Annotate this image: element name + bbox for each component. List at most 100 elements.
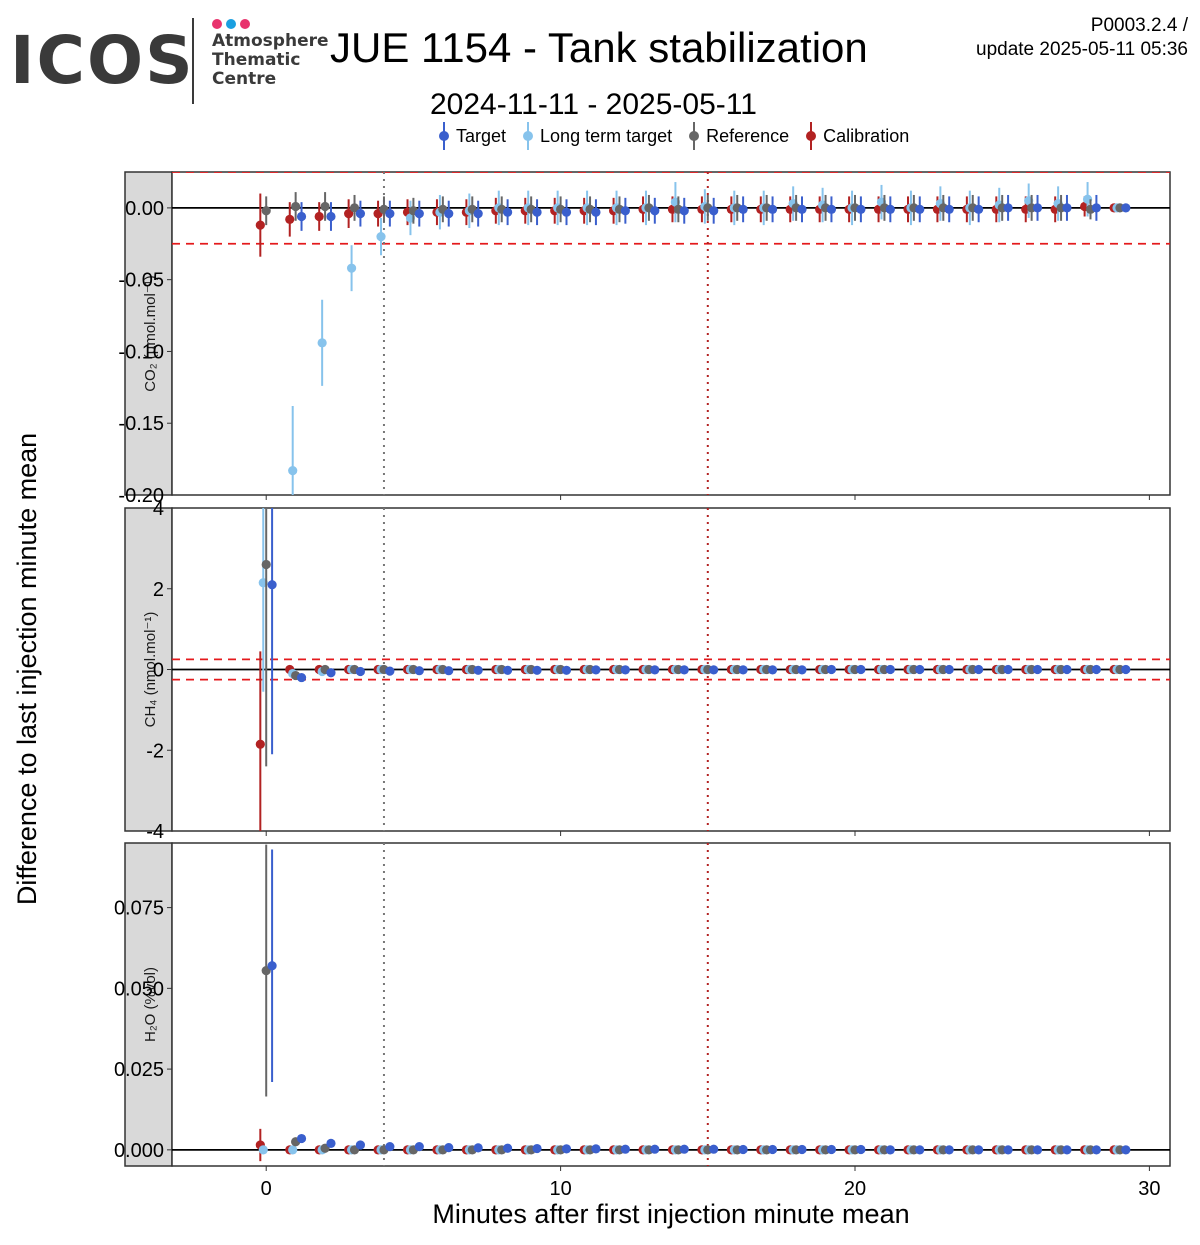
facet-strip-label-0: CO₂ (µmol.mol⁻¹) [142, 275, 159, 392]
data-point-target-1-12 [620, 665, 630, 675]
logo-line-centre: Centre [212, 69, 277, 89]
data-point-target-0-17 [797, 204, 807, 214]
data-point-target-2-23 [944, 1145, 954, 1155]
logo-wordmark: ICOS [10, 22, 195, 99]
data-point-calibration-0-0 [255, 220, 265, 230]
data-point-reference-0-0 [261, 206, 271, 216]
x-axis-title: Minutes after first injection minute mea… [432, 1199, 909, 1229]
x-tick-label-1: 10 [549, 1178, 571, 1200]
data-point-target-2-18 [797, 1144, 807, 1155]
data-point-target-1-5 [414, 666, 424, 676]
legend-key-target [436, 121, 452, 151]
data-point-target-1-9 [532, 665, 542, 675]
legend-item-long-term-target: Long term target [520, 121, 672, 151]
data-point-reference-0-3 [349, 203, 360, 213]
y-axis-title: Difference to last injection minute mean [12, 433, 42, 905]
chart-meta: P0003.2.4 / update 2025-05-11 05:36 [976, 14, 1188, 62]
data-point-target-2-29 [1121, 1145, 1131, 1155]
facet-strip-2 [124, 842, 173, 1167]
data-point-target-1-16 [738, 665, 748, 675]
update-timestamp: update 2025-05-11 05:36 [976, 39, 1188, 60]
legend-item-reference: Reference [686, 121, 789, 151]
panel-border-0 [171, 171, 1171, 496]
y-tick-label-1-4: -4 [146, 821, 164, 843]
chart-title: JUE 1154 - Tank stabilization [330, 24, 868, 71]
legend-label-calibration: Calibration [823, 125, 910, 146]
data-point-target-1-15 [709, 665, 719, 675]
data-point-target-0-6 [473, 209, 483, 219]
data-point-target-0-9 [561, 207, 572, 217]
data-point-long-term-target-2-1 [288, 1145, 298, 1155]
data-point-target-2-21 [885, 1145, 895, 1155]
data-point-target-0-10 [591, 207, 601, 217]
data-point-target-2-17 [767, 1144, 778, 1155]
data-point-calibration-0-2 [314, 211, 324, 222]
facet-strip-1 [124, 507, 173, 832]
data-point-target-0-27 [1091, 203, 1102, 213]
data-point-target-1-8 [503, 665, 513, 675]
data-point-target-2-1 [296, 1133, 307, 1144]
data-point-target-1-3 [355, 666, 366, 677]
logo-dot-1 [212, 19, 222, 29]
data-point-target-2-27 [1062, 1145, 1072, 1155]
data-point-target-1-27 [1062, 664, 1072, 675]
data-point-target-1-22 [915, 664, 925, 675]
data-point-target-1-19 [826, 664, 837, 675]
data-point-target-2-20 [856, 1144, 866, 1155]
chart-subtitle: 2024-11-11 - 2025-05-11 [430, 88, 757, 121]
data-point-target-0-16 [767, 204, 778, 214]
data-point-target-2-3 [355, 1140, 366, 1150]
panel-plot-area-0 [172, 172, 1170, 495]
data-point-target-0-8 [532, 207, 542, 217]
data-point-target-2-4 [385, 1142, 395, 1152]
data-point-target-1-2 [326, 668, 336, 678]
data-point-target-0-11 [620, 206, 630, 216]
data-point-target-0-2 [355, 209, 366, 219]
y-tick-label-1-0: 4 [153, 498, 164, 520]
data-point-target-2-22 [915, 1145, 925, 1155]
data-point-target-1-24 [974, 664, 984, 675]
data-point-target-0-1 [326, 211, 336, 222]
data-point-target-1-10 [561, 665, 572, 675]
data-point-target-2-16 [738, 1144, 748, 1155]
data-point-calibration-0-1 [285, 214, 295, 224]
data-point-target-2-28 [1091, 1145, 1102, 1155]
data-point-target-0-14 [709, 206, 719, 216]
logo-divider [192, 18, 194, 104]
data-point-target-2-26 [1032, 1145, 1043, 1155]
data-point-target-1-25 [1003, 664, 1013, 675]
data-point-target-0-13 [679, 206, 689, 216]
data-point-target-2-13 [650, 1144, 660, 1154]
x-tick-label-0: 0 [261, 1178, 272, 1200]
y-tick-label-1-3: -2 [146, 740, 164, 762]
facet-strip-label-1: CH₄ (nmol.mol⁻¹) [142, 612, 159, 728]
x-tick-label-2: 20 [844, 1178, 866, 1200]
data-point-target-1-21 [885, 664, 895, 675]
data-point-target-0-0 [296, 211, 307, 222]
product-code: P0003.2.4 / [1090, 15, 1188, 36]
icos-logo: ICOS Atmosphere Thematic Centre [8, 12, 329, 107]
data-point-target-2-10 [561, 1144, 572, 1154]
data-point-target-0-21 [915, 204, 925, 214]
y-tick-label-0-1: -0.05 [118, 270, 164, 292]
data-point-target-0-19 [856, 204, 866, 214]
data-point-target-2-25 [1003, 1145, 1013, 1155]
logo-line-atmosphere: Atmosphere [212, 31, 329, 51]
data-point-target-0-28 [1121, 203, 1131, 213]
x-tick-label-3: 30 [1138, 1178, 1160, 1200]
data-point-target-1-23 [944, 664, 954, 675]
logo-dot-3 [240, 19, 250, 29]
data-point-target-0-4 [414, 209, 424, 219]
y-tick-label-1-2: 0 [153, 660, 164, 682]
data-point-long-term-target-0-1 [317, 338, 327, 348]
data-point-target-1-4 [385, 666, 395, 676]
y-tick-label-0-3: -0.15 [118, 413, 164, 435]
data-point-calibration-1-0 [255, 739, 265, 749]
data-point-target-0-18 [826, 204, 837, 214]
data-point-target-1-28 [1091, 664, 1102, 675]
data-point-target-2-19 [826, 1144, 837, 1155]
data-point-target-2-24 [974, 1145, 984, 1155]
data-point-long-term-target-2-0 [258, 1145, 268, 1155]
panel-plot-area-2 [172, 843, 1170, 1166]
